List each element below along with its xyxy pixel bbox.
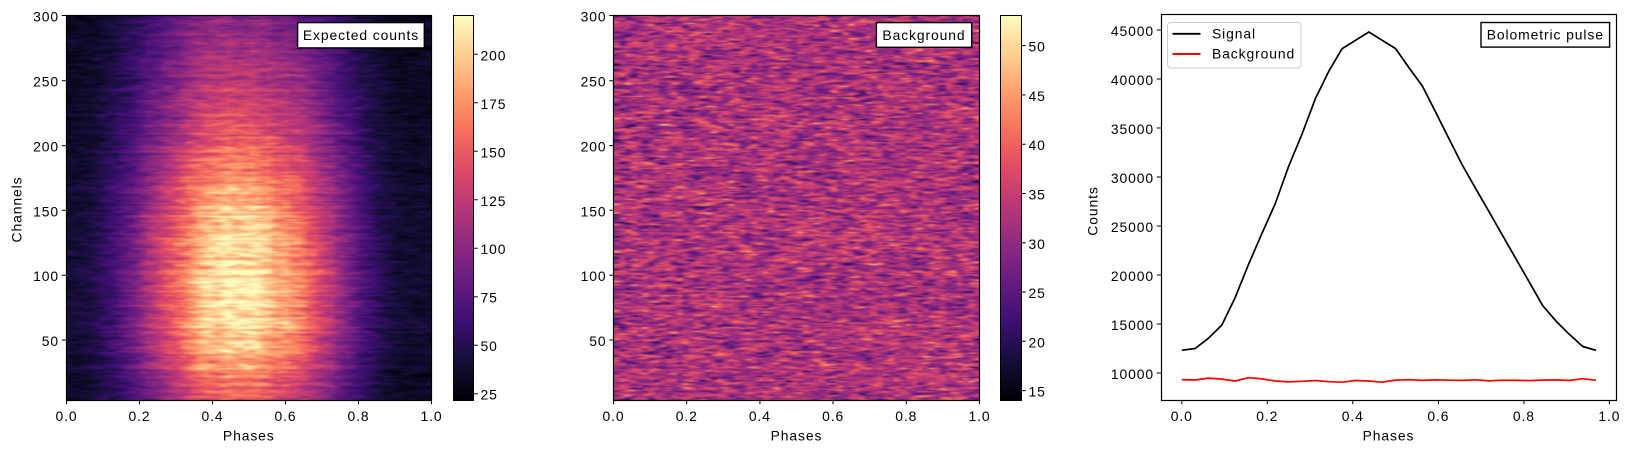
svg-text:0.8: 0.8	[895, 408, 917, 424]
svg-text:200: 200	[481, 47, 507, 63]
svg-text:0.6: 0.6	[1427, 408, 1449, 424]
svg-text:25000: 25000	[1111, 219, 1154, 235]
svg-text:Phases: Phases	[223, 428, 275, 444]
svg-text:0.4: 0.4	[1342, 408, 1364, 424]
svg-text:Phases: Phases	[1363, 428, 1415, 444]
svg-text:15: 15	[1029, 384, 1046, 400]
svg-text:25: 25	[481, 387, 498, 403]
svg-text:30: 30	[1029, 236, 1046, 252]
svg-text:0.2: 0.2	[128, 408, 150, 424]
svg-text:40: 40	[1029, 137, 1046, 153]
svg-text:125: 125	[481, 193, 507, 209]
svg-text:1.0: 1.0	[968, 408, 990, 424]
svg-text:0.8: 0.8	[1513, 408, 1535, 424]
svg-text:0.0: 0.0	[602, 408, 624, 424]
svg-text:45000: 45000	[1111, 23, 1154, 39]
svg-text:Expected counts: Expected counts	[303, 27, 419, 43]
svg-text:150: 150	[481, 144, 507, 160]
svg-text:Background: Background	[882, 27, 965, 43]
svg-text:40000: 40000	[1111, 72, 1154, 88]
svg-text:75: 75	[481, 290, 498, 306]
svg-text:25: 25	[1029, 285, 1046, 301]
svg-text:20: 20	[1029, 334, 1046, 350]
svg-text:150: 150	[581, 203, 607, 219]
svg-text:0.6: 0.6	[822, 408, 844, 424]
svg-text:10000: 10000	[1111, 366, 1154, 382]
svg-text:50: 50	[589, 333, 606, 349]
svg-text:Phases: Phases	[771, 428, 823, 444]
svg-text:1.0: 1.0	[1598, 408, 1620, 424]
svg-text:0.0: 0.0	[55, 408, 77, 424]
svg-text:1.0: 1.0	[420, 408, 442, 424]
svg-text:100: 100	[481, 241, 507, 257]
svg-text:200: 200	[581, 139, 607, 155]
svg-text:0.4: 0.4	[749, 408, 771, 424]
svg-text:Channels: Channels	[9, 177, 25, 243]
svg-text:300: 300	[33, 9, 59, 25]
svg-text:30000: 30000	[1111, 170, 1154, 186]
svg-text:175: 175	[481, 96, 507, 112]
svg-text:50: 50	[42, 333, 59, 349]
svg-text:Background: Background	[1212, 46, 1295, 62]
svg-text:Counts: Counts	[1084, 186, 1100, 235]
svg-text:35000: 35000	[1111, 121, 1154, 137]
svg-text:150: 150	[33, 203, 59, 219]
svg-text:35: 35	[1029, 187, 1046, 203]
svg-text:0.4: 0.4	[201, 408, 223, 424]
svg-text:250: 250	[33, 74, 59, 90]
svg-text:0.2: 0.2	[676, 408, 698, 424]
svg-text:0.0: 0.0	[1171, 408, 1193, 424]
svg-text:45: 45	[1029, 88, 1046, 104]
svg-text:Signal: Signal	[1212, 25, 1256, 41]
svg-text:Bolometric pulse: Bolometric pulse	[1487, 27, 1604, 43]
svg-text:0.2: 0.2	[1256, 408, 1278, 424]
svg-text:15000: 15000	[1111, 317, 1154, 333]
svg-text:100: 100	[581, 268, 607, 284]
svg-text:50: 50	[481, 338, 498, 354]
svg-text:300: 300	[581, 9, 607, 25]
svg-text:200: 200	[33, 139, 59, 155]
svg-text:0.8: 0.8	[347, 408, 369, 424]
svg-text:20000: 20000	[1111, 268, 1154, 284]
svg-text:0.6: 0.6	[274, 408, 296, 424]
svg-text:250: 250	[581, 74, 607, 90]
svg-text:100: 100	[33, 268, 59, 284]
svg-text:50: 50	[1029, 39, 1046, 55]
